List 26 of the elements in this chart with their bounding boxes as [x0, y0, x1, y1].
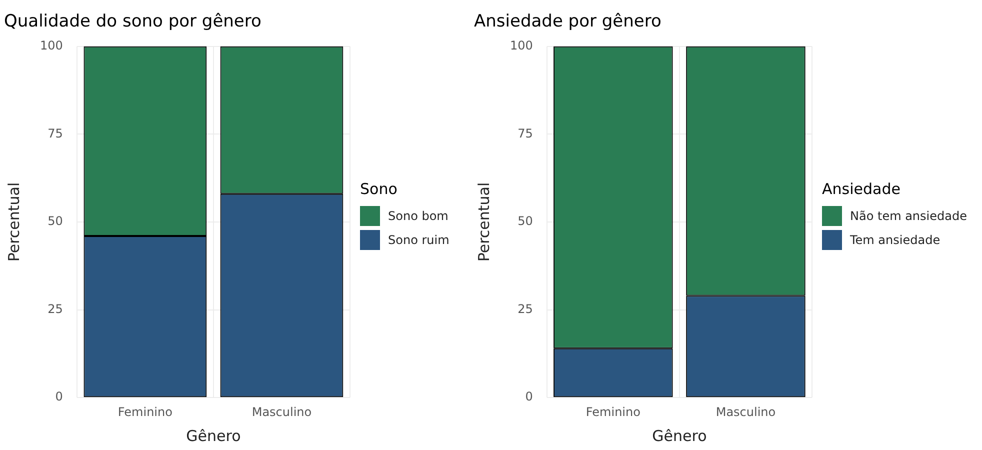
y-tick-label: 75 — [518, 126, 533, 140]
legend-title: Sono — [360, 180, 398, 198]
x-tick-label: Masculino — [716, 404, 776, 419]
chart-title: Qualidade do sono por gênero — [4, 12, 262, 32]
y-tick-label: 100 — [510, 38, 533, 53]
y-tick-label: 50 — [48, 214, 63, 228]
y-tick-label: 0 — [55, 390, 63, 404]
x-tick-label: Feminino — [586, 404, 640, 419]
legend-title: Ansiedade — [822, 180, 902, 198]
y-tick-label: 25 — [48, 302, 63, 316]
legend-label: Sono bom — [388, 209, 448, 223]
legend-label: Sono ruim — [388, 233, 450, 247]
y-axis-title: Percentual — [474, 182, 493, 262]
x-tick-label: Feminino — [118, 404, 172, 419]
y-tick-label: 75 — [48, 126, 63, 140]
y-axis-title: Percentual — [4, 182, 23, 262]
y-tick-label: 25 — [518, 302, 533, 316]
chart-title: Ansiedade por gênero — [474, 12, 662, 32]
x-axis-title: Gênero — [186, 426, 241, 445]
y-tick-label: 0 — [525, 390, 533, 404]
y-tick-label: 100 — [40, 38, 63, 53]
legend-label: Tem ansiedade — [850, 233, 940, 247]
legend-label: Não tem ansiedade — [850, 209, 967, 223]
x-axis-title: Gênero — [652, 426, 707, 445]
y-tick-label: 50 — [518, 214, 533, 228]
x-tick-label: Masculino — [252, 404, 312, 419]
